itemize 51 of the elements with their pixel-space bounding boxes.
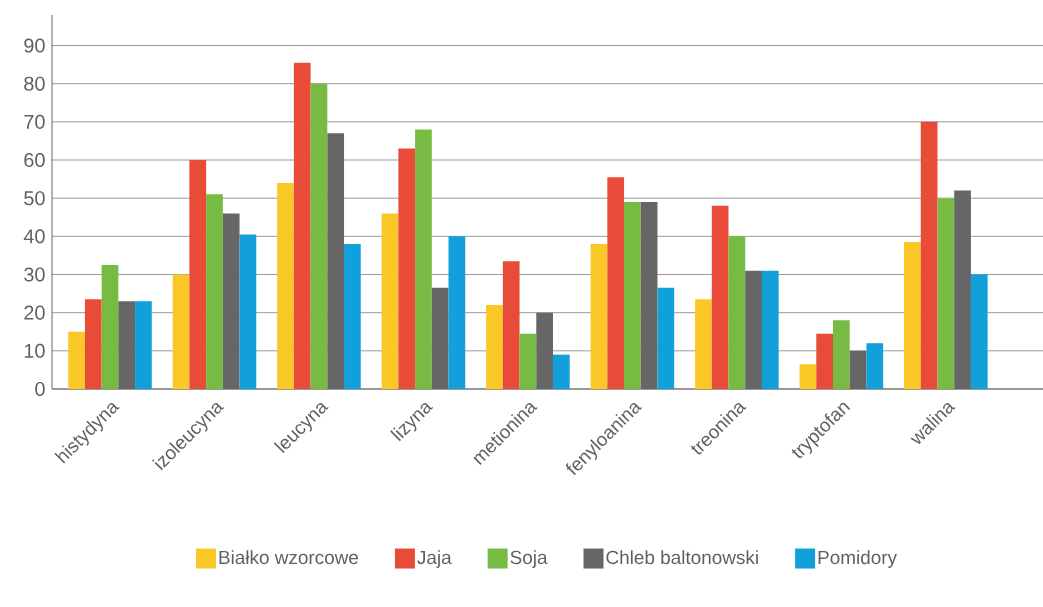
bar [486,305,503,389]
y-tick-label: 30 [24,267,45,282]
bar [728,236,746,389]
bar [101,264,119,389]
y-tick-label: 90 [24,38,45,53]
bar [344,243,361,389]
bar [206,194,223,389]
bar [624,201,641,389]
legend-label: Jaja [417,550,452,568]
bar [502,261,520,389]
bar [866,343,884,389]
bar [920,121,938,389]
bar [239,234,257,389]
bar [552,354,570,389]
bar [761,270,779,389]
legend-label: Soja [510,550,548,568]
bar [904,242,921,389]
y-tick-label: 60 [24,152,45,168]
bar [135,301,152,389]
legend-label: Chleb baltonowski [606,550,758,565]
bar [799,364,817,389]
bar [970,274,988,389]
y-tick-label: 50 [24,191,45,206]
bar [590,243,608,389]
bar [415,129,432,389]
bar [293,62,311,389]
bar [381,213,399,389]
legend-label: Pomidory [818,550,897,568]
bar [833,320,850,389]
bar [277,182,294,389]
bar [816,333,833,389]
bar [172,274,190,389]
bar [68,331,85,389]
y-tick-label: 80 [24,76,45,91]
bar [398,148,416,389]
y-tick-label: 20 [24,305,45,320]
bar [695,299,712,389]
y-tick-label: 10 [24,343,45,358]
bar [519,333,537,389]
bar [711,205,729,389]
bar [189,160,207,389]
legend-label: Białko wzorcowe [219,550,359,565]
y-tick-label: 70 [24,114,45,129]
bar [84,299,102,389]
y-tick-label: 40 [23,229,45,244]
bar [448,236,466,389]
bar [607,177,625,389]
bar [937,198,955,389]
y-tick-label: 0 [35,381,45,397]
bar [310,83,328,389]
bar [657,287,675,389]
